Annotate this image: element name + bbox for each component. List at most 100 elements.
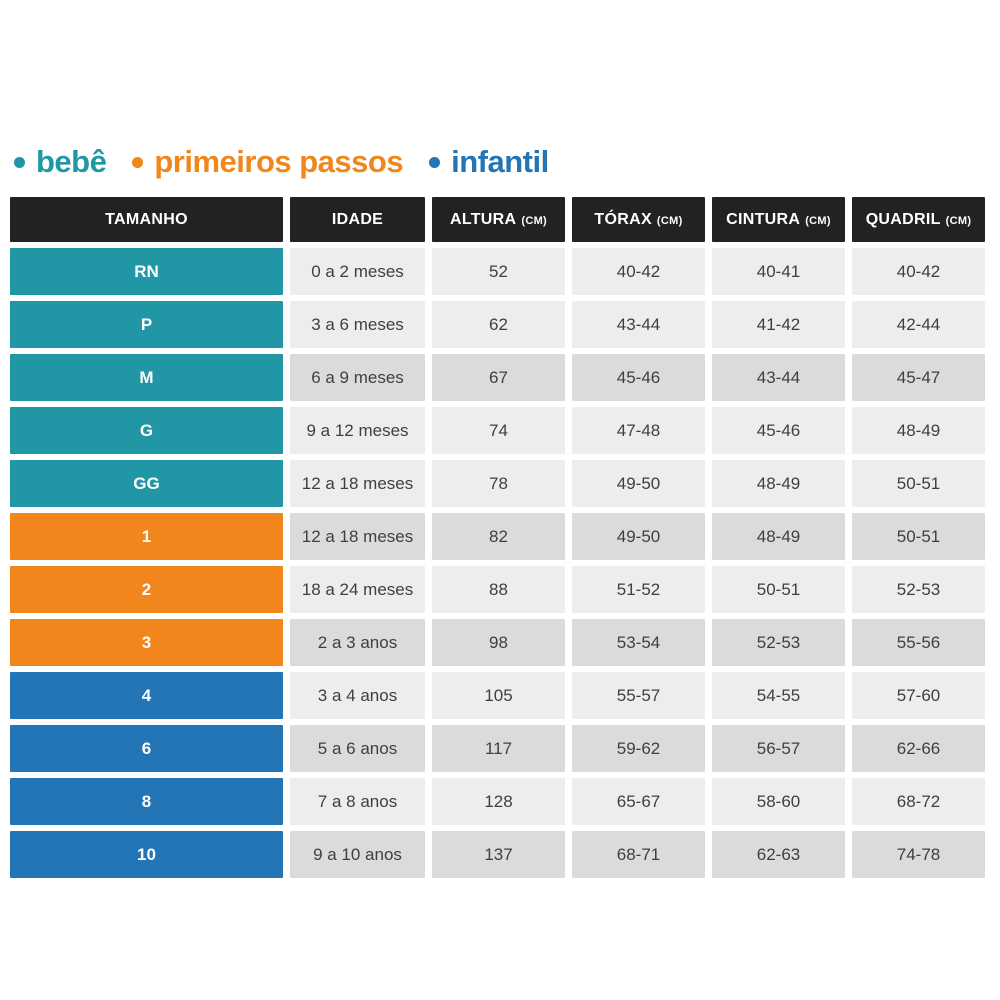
idade-cell: 6 a 9 meses: [290, 354, 425, 401]
size-cell: 8: [10, 778, 283, 825]
altura-cell: 74: [432, 407, 565, 454]
size-cell: M: [10, 354, 283, 401]
quadril-cell: 48-49: [852, 407, 985, 454]
quadril-cell: 57-60: [852, 672, 985, 719]
size-group-legend: bebê primeiros passos infantil: [14, 144, 549, 180]
size-cell: G: [10, 407, 283, 454]
legend-label: bebê: [36, 144, 107, 179]
column-header-tamanho: TAMANHO: [10, 197, 283, 242]
size-cell: 1: [10, 513, 283, 560]
idade-cell: 3 a 6 meses: [290, 301, 425, 348]
torax-cell: 49-50: [572, 513, 705, 560]
torax-cell: 59-62: [572, 725, 705, 772]
bullet-icon: [132, 156, 144, 168]
size-cell: P: [10, 301, 283, 348]
bullet-icon: [429, 156, 441, 168]
torax-cell: 55-57: [572, 672, 705, 719]
legend-item-primeiros-passos: primeiros passos: [132, 144, 404, 180]
cintura-cell: 40-41: [712, 248, 845, 295]
cintura-cell: 45-46: [712, 407, 845, 454]
torax-cell: 53-54: [572, 619, 705, 666]
altura-cell: 88: [432, 566, 565, 613]
legend-item-bebe: bebê: [14, 144, 107, 180]
quadril-cell: 45-47: [852, 354, 985, 401]
idade-cell: 5 a 6 anos: [290, 725, 425, 772]
column-header-unit: (CM): [945, 214, 972, 227]
altura-cell: 62: [432, 301, 565, 348]
torax-cell: 65-67: [572, 778, 705, 825]
quadril-cell: 74-78: [852, 831, 985, 878]
torax-cell: 40-42: [572, 248, 705, 295]
cintura-cell: 54-55: [712, 672, 845, 719]
column-header-idade: IDADE: [290, 197, 425, 242]
size-cell: GG: [10, 460, 283, 507]
altura-cell: 105: [432, 672, 565, 719]
size-cell: 10: [10, 831, 283, 878]
cintura-cell: 52-53: [712, 619, 845, 666]
quadril-cell: 40-42: [852, 248, 985, 295]
idade-cell: 0 a 2 meses: [290, 248, 425, 295]
cintura-cell: 58-60: [712, 778, 845, 825]
altura-cell: 52: [432, 248, 565, 295]
column-header-quadril: QUADRIL (CM): [852, 197, 985, 242]
altura-cell: 82: [432, 513, 565, 560]
column-header-label: TAMANHO: [105, 210, 188, 228]
legend-item-infantil: infantil: [429, 144, 549, 180]
size-cell: 3: [10, 619, 283, 666]
torax-cell: 43-44: [572, 301, 705, 348]
column-header-unit: (CM): [656, 214, 683, 227]
column-header-altura: ALTURA (CM): [432, 197, 565, 242]
quadril-cell: 62-66: [852, 725, 985, 772]
column-header-cintura: CINTURA (CM): [712, 197, 845, 242]
cintura-cell: 48-49: [712, 460, 845, 507]
altura-cell: 78: [432, 460, 565, 507]
idade-cell: 7 a 8 anos: [290, 778, 425, 825]
size-cell: RN: [10, 248, 283, 295]
column-header-torax: TÓRAX (CM): [572, 197, 705, 242]
size-table: TAMANHO IDADE ALTURA (CM) TÓRAX (CM) CIN…: [10, 197, 985, 878]
column-header-label: TÓRAX: [594, 210, 652, 228]
quadril-cell: 50-51: [852, 513, 985, 560]
altura-cell: 137: [432, 831, 565, 878]
cintura-cell: 48-49: [712, 513, 845, 560]
quadril-cell: 55-56: [852, 619, 985, 666]
cintura-cell: 43-44: [712, 354, 845, 401]
column-header-label: ALTURA: [449, 210, 517, 228]
cintura-cell: 50-51: [712, 566, 845, 613]
quadril-cell: 52-53: [852, 566, 985, 613]
torax-cell: 49-50: [572, 460, 705, 507]
column-header-label: QUADRIL: [865, 210, 941, 228]
legend-label: infantil: [451, 144, 549, 179]
cintura-cell: 56-57: [712, 725, 845, 772]
size-cell: 4: [10, 672, 283, 719]
idade-cell: 18 a 24 meses: [290, 566, 425, 613]
legend-label: primeiros passos: [154, 144, 404, 179]
cintura-cell: 62-63: [712, 831, 845, 878]
idade-cell: 3 a 4 anos: [290, 672, 425, 719]
quadril-cell: 68-72: [852, 778, 985, 825]
altura-cell: 67: [432, 354, 565, 401]
bullet-icon: [14, 156, 25, 168]
idade-cell: 12 a 18 meses: [290, 460, 425, 507]
torax-cell: 51-52: [572, 566, 705, 613]
idade-cell: 12 a 18 meses: [290, 513, 425, 560]
idade-cell: 9 a 12 meses: [290, 407, 425, 454]
torax-cell: 47-48: [572, 407, 705, 454]
cintura-cell: 41-42: [712, 301, 845, 348]
torax-cell: 68-71: [572, 831, 705, 878]
quadril-cell: 50-51: [852, 460, 985, 507]
quadril-cell: 42-44: [852, 301, 985, 348]
column-header-unit: (CM): [805, 214, 831, 227]
altura-cell: 98: [432, 619, 565, 666]
idade-cell: 9 a 10 anos: [290, 831, 425, 878]
size-cell: 2: [10, 566, 283, 613]
column-header-unit: (CM): [521, 214, 548, 227]
column-header-label: CINTURA: [726, 210, 801, 228]
size-cell: 6: [10, 725, 283, 772]
column-header-label: IDADE: [331, 210, 384, 228]
altura-cell: 117: [432, 725, 565, 772]
idade-cell: 2 a 3 anos: [290, 619, 425, 666]
torax-cell: 45-46: [572, 354, 705, 401]
altura-cell: 128: [432, 778, 565, 825]
